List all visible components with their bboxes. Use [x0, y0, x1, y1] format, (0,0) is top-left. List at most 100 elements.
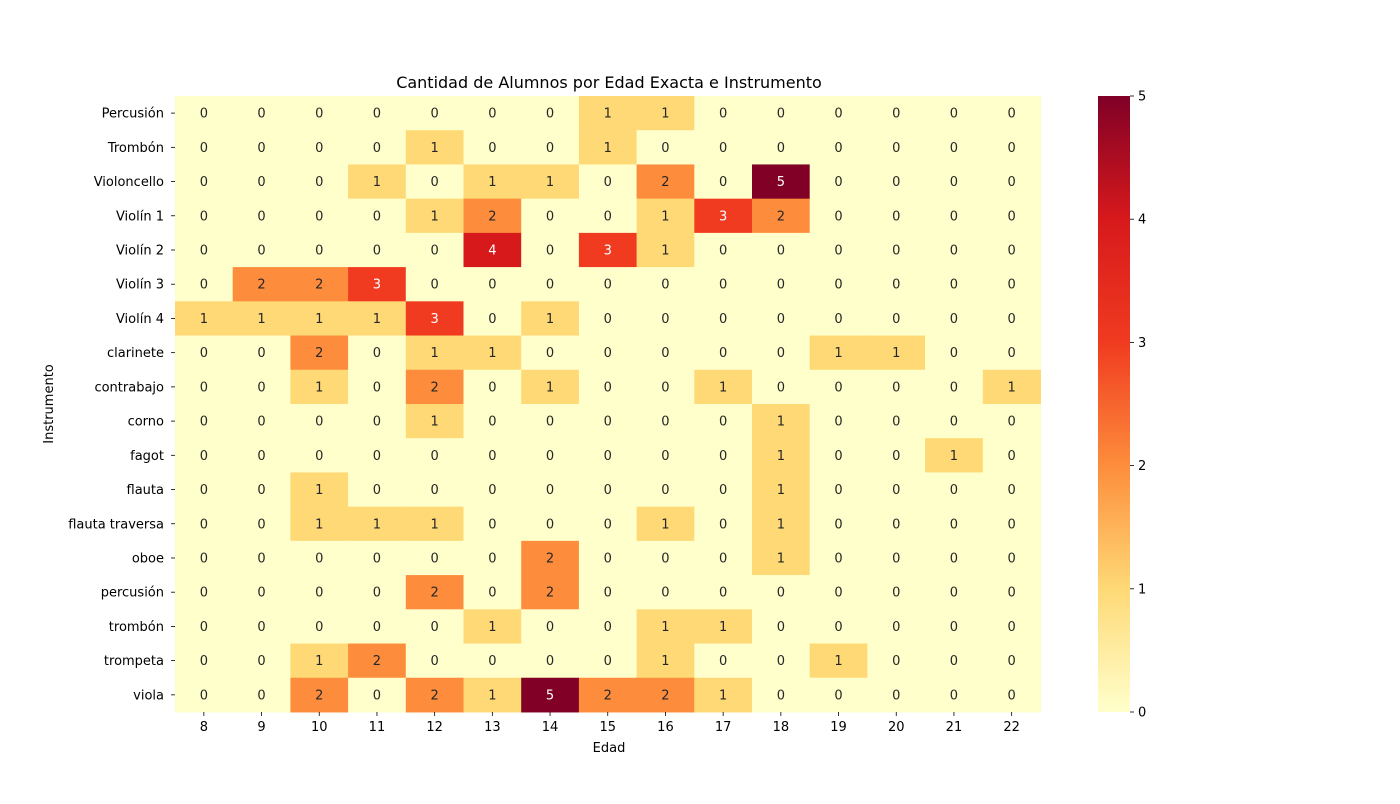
cell-value-label: 2: [604, 688, 612, 703]
heatmap-cell: [752, 164, 811, 200]
x-tick-label: 19: [830, 720, 847, 735]
heatmap-cell: [982, 164, 1041, 200]
cell-value-label: 1: [719, 380, 727, 395]
heatmap-cell: [463, 609, 522, 645]
heatmap-cell: [521, 643, 580, 679]
heatmap-cell: [809, 575, 868, 610]
heatmap-cell: [290, 232, 349, 268]
cell-value-label: 0: [257, 688, 265, 703]
cell-value-label: 0: [1008, 654, 1016, 669]
heatmap-cell: [463, 472, 522, 508]
heatmap-cell: [636, 301, 695, 337]
heatmap-cell: [463, 198, 522, 234]
cell-value-label: 0: [200, 278, 208, 293]
heatmap-cell: [175, 96, 234, 131]
heatmap-cell: [232, 369, 291, 405]
heatmap-cell: [521, 164, 580, 200]
cell-value-label: 0: [604, 449, 612, 464]
heatmap-cell: [752, 335, 811, 371]
y-tick-label: contrabajo: [94, 380, 164, 395]
cell-value-label: 0: [488, 107, 496, 122]
heatmap-cell: [809, 369, 868, 405]
cell-value-label: 0: [950, 483, 958, 498]
heatmap-cell: [521, 609, 580, 645]
cell-value-label: 0: [719, 654, 727, 669]
cell-value-label: 0: [892, 586, 900, 601]
y-tick-label: percusión: [101, 586, 164, 601]
heatmap-cell: [867, 575, 926, 610]
heatmap-cell: [578, 609, 638, 645]
heatmap-cell: [867, 164, 926, 200]
heatmap-cell: [578, 677, 638, 713]
heatmap-cell: [809, 301, 868, 337]
heatmap-cell: [405, 198, 464, 234]
heatmap-cell: [636, 472, 695, 508]
heatmap-cell: [925, 643, 984, 679]
heatmap-cell: [809, 335, 868, 371]
cell-value-label: 0: [834, 551, 842, 566]
cell-value-label: 4: [488, 243, 496, 258]
cell-value-label: 1: [719, 620, 727, 635]
colorbar-tick-label: 1: [1138, 582, 1146, 597]
heatmap-cell: [463, 403, 522, 439]
cell-value-label: 0: [719, 346, 727, 361]
cell-value-label: 0: [950, 141, 958, 156]
heatmap-cell: [348, 267, 407, 302]
heatmap-cell: [405, 506, 464, 542]
heatmap-cell: [925, 575, 984, 610]
y-tick-label: Violín 1: [116, 209, 164, 224]
heatmap-cell: [578, 472, 638, 508]
heatmap-cell: [694, 164, 753, 200]
y-tick-label: fagot: [130, 449, 164, 464]
heatmap-cell: [405, 267, 464, 302]
cell-value-label: 0: [604, 586, 612, 601]
x-tick-label: 11: [369, 720, 386, 735]
cell-value-label: 0: [373, 688, 381, 703]
heatmap-cell: [867, 369, 926, 405]
heatmap-cell: [867, 198, 926, 234]
cell-value-label: 0: [315, 209, 323, 224]
cell-value-label: 0: [892, 243, 900, 258]
cell-value-label: 1: [546, 380, 554, 395]
cell-value-label: 0: [950, 380, 958, 395]
cell-value-label: 0: [200, 415, 208, 430]
cell-value-label: 1: [661, 620, 669, 635]
cell-value-label: 0: [661, 483, 669, 498]
heatmap-cell: [752, 403, 811, 439]
cell-value-label: 0: [488, 312, 496, 327]
cell-value-label: 1: [315, 517, 323, 532]
cell-value-label: 0: [719, 415, 727, 430]
heatmap-cells: 0 0 0 0 0 0 0 1 1 0 0 0 0 0 0 0 0 0 0 1 0 0 1 0 0 0 0 0 0 0 0 0 0 1 0 1 1 0 2 0…: [175, 96, 1041, 713]
heatmap-cell: [348, 609, 407, 645]
cell-value-label: 0: [777, 107, 785, 122]
cell-value-label: 0: [546, 243, 554, 258]
heatmap-cell: [578, 643, 638, 679]
heatmap-cell: [809, 609, 868, 645]
heatmap-cell: [290, 472, 349, 508]
heatmap-cell: [175, 267, 234, 302]
heatmap-cell: [405, 540, 464, 576]
cell-value-label: 0: [719, 551, 727, 566]
heatmap-cell: [463, 301, 522, 337]
heatmap-cell: [348, 506, 407, 542]
heatmap-cell: [809, 643, 868, 679]
cell-value-label: 1: [1008, 380, 1016, 395]
heatmap-cell: [636, 438, 695, 473]
cell-value-label: 0: [661, 380, 669, 395]
heatmap-cell: [694, 369, 753, 405]
cell-value-label: 0: [834, 517, 842, 532]
heatmap-cell: [232, 643, 291, 679]
cell-value-label: 1: [315, 654, 323, 669]
heatmap-cell: [694, 540, 753, 576]
cell-value-label: 0: [661, 449, 669, 464]
heatmap-cell: [809, 198, 868, 234]
cell-value-label: 0: [315, 449, 323, 464]
cell-value-label: 0: [200, 380, 208, 395]
heatmap-cell: [636, 198, 695, 234]
heatmap-cell: [694, 232, 753, 268]
cell-value-label: 0: [777, 141, 785, 156]
heatmap-cell: [521, 472, 580, 508]
cell-value-label: 0: [604, 483, 612, 498]
heatmap-cell: [348, 540, 407, 576]
cell-value-label: 1: [777, 517, 785, 532]
